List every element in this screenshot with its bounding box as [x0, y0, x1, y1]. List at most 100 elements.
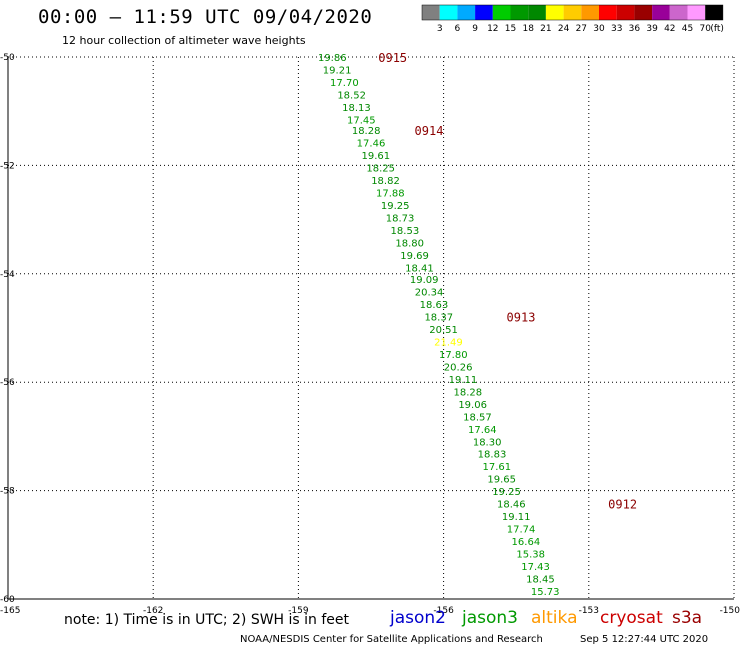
x-tick-label: -150 [720, 606, 740, 616]
data-point-label: 19.21 [323, 65, 352, 76]
data-point-label: 16.64 [512, 537, 541, 548]
data-point-label: 18.73 [386, 213, 415, 224]
colorbar-label: 18 [522, 24, 534, 34]
data-point-label: 15.38 [516, 549, 545, 560]
legend-altika: altika [531, 608, 578, 628]
colorbar-swatch [545, 5, 564, 20]
data-point-label: 19.25 [381, 201, 410, 212]
page-subtitle: 12 hour collection of altimeter wave hei… [62, 34, 306, 47]
colorbar-swatch [563, 5, 582, 20]
data-point-label: 19.61 [362, 151, 391, 162]
data-point-label: 18.41 [405, 263, 434, 274]
data-point-label: 17.88 [376, 189, 405, 200]
data-point-label: 19.86 [318, 53, 347, 64]
legend-jason2: jason2 [390, 608, 446, 628]
legend-jason3: jason3 [462, 608, 518, 628]
x-tick-label: -165 [0, 606, 20, 616]
time-label: 0914 [415, 124, 444, 138]
colorbar-swatch [616, 5, 635, 20]
colorbar-swatch [492, 5, 511, 20]
colorbar-label: 21 [540, 24, 551, 34]
colorbar-label: 30 [593, 24, 605, 34]
colorbar-swatch [528, 5, 546, 20]
colorbar-label: 33 [611, 24, 622, 34]
data-point-label: 20.26 [444, 362, 473, 373]
colorbar-label: 36 [629, 24, 641, 34]
data-point-label: 18.45 [526, 574, 555, 585]
footer-credit: NOAA/NESDIS Center for Satellite Applica… [240, 634, 543, 645]
colorbar-label: 6 [455, 24, 461, 34]
grid-lines [7, 56, 735, 600]
colorbar-label: 9 [472, 24, 478, 34]
data-point-label: 19.06 [458, 400, 487, 411]
data-point-label: 19.25 [492, 487, 521, 498]
data-point-label: 17.43 [521, 562, 550, 573]
footer-timestamp: Sep 5 12:27:44 UTC 2020 [580, 634, 709, 645]
axis-tick-labels: -165 -162 -159 -156 -153 -150 -50 -52 -54 -56 -58 -… [0, 53, 740, 616]
data-point-label: 18.53 [391, 226, 420, 237]
colorbar-label: 42 [664, 24, 675, 34]
color-scale-bar: 3 6 9 12 15 18 21 24 27 30 33 36 39 42 45 70 (ft) [421, 4, 724, 34]
data-point-label: 17.45 [347, 115, 376, 126]
data-point-label: 18.30 [473, 437, 502, 448]
colorbar-swatch [457, 5, 476, 20]
data-point-label: 18.28 [453, 387, 482, 398]
data-point-label: 18.83 [478, 450, 507, 461]
data-point-label: 17.74 [507, 525, 536, 536]
colorbar-label: 12 [487, 24, 498, 34]
data-point-label: 18.28 [352, 126, 381, 137]
colorbar-swatch [669, 5, 688, 20]
data-point-label: 17.64 [468, 425, 497, 436]
colorbar-swatch [634, 5, 653, 20]
data-point-label: 19.09 [410, 275, 439, 286]
footer-note: note: 1) Time is in UTC; 2) SWH is in fe… [64, 612, 350, 628]
colorbar-swatch [422, 5, 440, 20]
data-point-label: 18.25 [366, 164, 395, 175]
colorbar-swatch [581, 5, 599, 20]
x-tick-label: -156 [433, 606, 454, 616]
data-points: 19.8619.2117.7018.5218.1317.4518.2817.46… [318, 53, 560, 598]
data-point-label: 19.69 [400, 251, 429, 262]
time-label: 0913 [507, 311, 536, 325]
data-point-label: 18.37 [424, 313, 453, 324]
x-tick-label: -159 [288, 606, 309, 616]
colorbar-label: 45 [682, 24, 693, 34]
data-point-label: 17.80 [439, 350, 468, 361]
page-title: 00:00 – 11:59 UTC 09/04/2020 [38, 6, 373, 28]
colorbar-label: 27 [576, 24, 587, 34]
time-label: 0915 [378, 51, 407, 65]
y-tick-label: -54 [0, 270, 15, 280]
data-point-label: 18.52 [337, 90, 366, 101]
y-tick-label: -50 [0, 53, 15, 63]
colorbar-swatch [687, 5, 706, 20]
colorbar-label: 70 [699, 24, 711, 34]
colorbar-unit: (ft) [710, 24, 724, 34]
data-point-label: 17.70 [330, 78, 359, 89]
data-point-label: 19.11 [449, 375, 478, 386]
colorbar-label: 3 [437, 24, 443, 34]
y-tick-label: -60 [0, 595, 15, 605]
time-labels: 0915 0914 0913 0912 [378, 51, 637, 512]
legend-s3a: s3a [672, 608, 703, 628]
data-point-label: 18.57 [463, 412, 492, 423]
colorbar-label: 24 [558, 24, 570, 34]
colorbar-swatch [652, 5, 670, 20]
colorbar-label: 39 [646, 24, 658, 34]
colorbar-swatch [475, 5, 493, 20]
legend-cryosat: cryosat [600, 608, 663, 628]
colorbar-swatch [599, 5, 617, 20]
data-point-label: 20.51 [429, 325, 458, 336]
data-point-label: 15.73 [531, 587, 560, 598]
colorbar-frame [421, 4, 724, 21]
data-point-label: 20.34 [415, 288, 444, 299]
data-point-label: 21.49 [434, 338, 463, 349]
y-tick-label: -58 [0, 487, 15, 497]
colorbar-swatch [510, 5, 529, 20]
data-point-label: 19.11 [502, 512, 531, 523]
colorbar-swatch [705, 5, 723, 20]
data-point-label: 17.61 [483, 462, 512, 473]
y-tick-label: -52 [0, 161, 15, 171]
x-tick-label: -153 [579, 606, 599, 616]
x-tick-label: -162 [143, 606, 163, 616]
